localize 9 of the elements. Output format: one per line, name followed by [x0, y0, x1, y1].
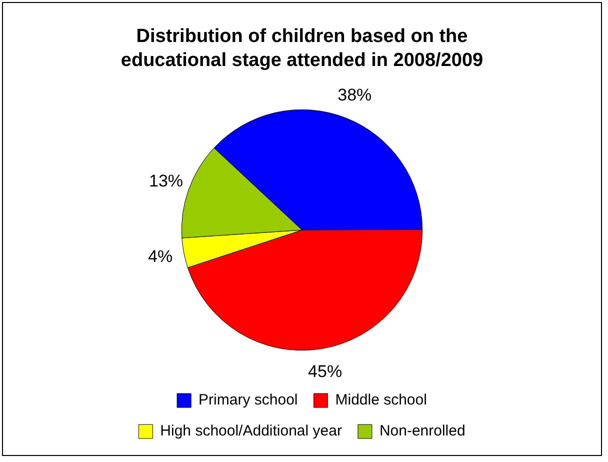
legend-label: Non-enrolled	[379, 422, 466, 440]
chart-title: Distribution of children based on the educational stage attended in 2008/2009	[120, 25, 484, 73]
data-label: 13%	[149, 171, 184, 190]
legend-label: High school/Additional year	[160, 422, 342, 440]
legend-label: Middle school	[335, 392, 427, 409]
data-label: 38%	[338, 85, 372, 104]
data-label: 4%	[148, 247, 173, 266]
data-label: 45%	[308, 362, 342, 382]
legend-label: Primary school	[198, 392, 298, 409]
